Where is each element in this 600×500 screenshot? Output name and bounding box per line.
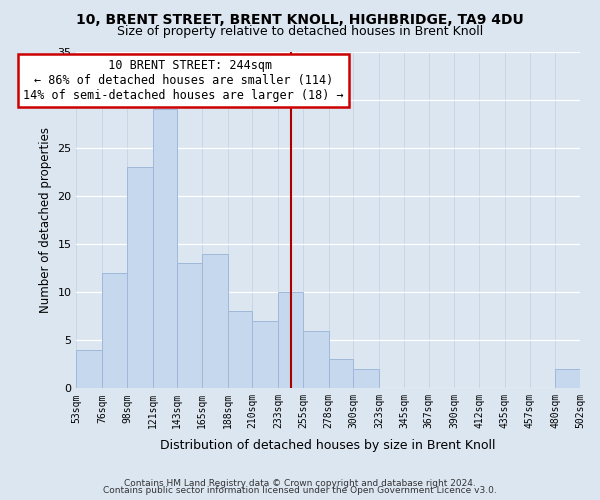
Bar xyxy=(329,360,353,388)
Bar xyxy=(253,321,278,388)
Y-axis label: Number of detached properties: Number of detached properties xyxy=(39,127,52,313)
Bar xyxy=(556,369,580,388)
Text: Size of property relative to detached houses in Brent Knoll: Size of property relative to detached ho… xyxy=(117,25,483,38)
Bar xyxy=(303,330,329,388)
Text: Contains public sector information licensed under the Open Government Licence v3: Contains public sector information licen… xyxy=(103,486,497,495)
Bar xyxy=(353,369,379,388)
Bar xyxy=(228,312,253,388)
Bar xyxy=(152,109,178,388)
Bar xyxy=(127,167,152,388)
Bar xyxy=(178,263,202,388)
Bar xyxy=(202,254,228,388)
X-axis label: Distribution of detached houses by size in Brent Knoll: Distribution of detached houses by size … xyxy=(160,440,496,452)
Text: Contains HM Land Registry data © Crown copyright and database right 2024.: Contains HM Land Registry data © Crown c… xyxy=(124,478,476,488)
Text: 10, BRENT STREET, BRENT KNOLL, HIGHBRIDGE, TA9 4DU: 10, BRENT STREET, BRENT KNOLL, HIGHBRIDG… xyxy=(76,12,524,26)
Text: 10 BRENT STREET: 244sqm
← 86% of detached houses are smaller (114)
14% of semi-d: 10 BRENT STREET: 244sqm ← 86% of detache… xyxy=(23,59,344,102)
Bar xyxy=(278,292,303,388)
Bar xyxy=(102,273,127,388)
Bar xyxy=(76,350,102,389)
